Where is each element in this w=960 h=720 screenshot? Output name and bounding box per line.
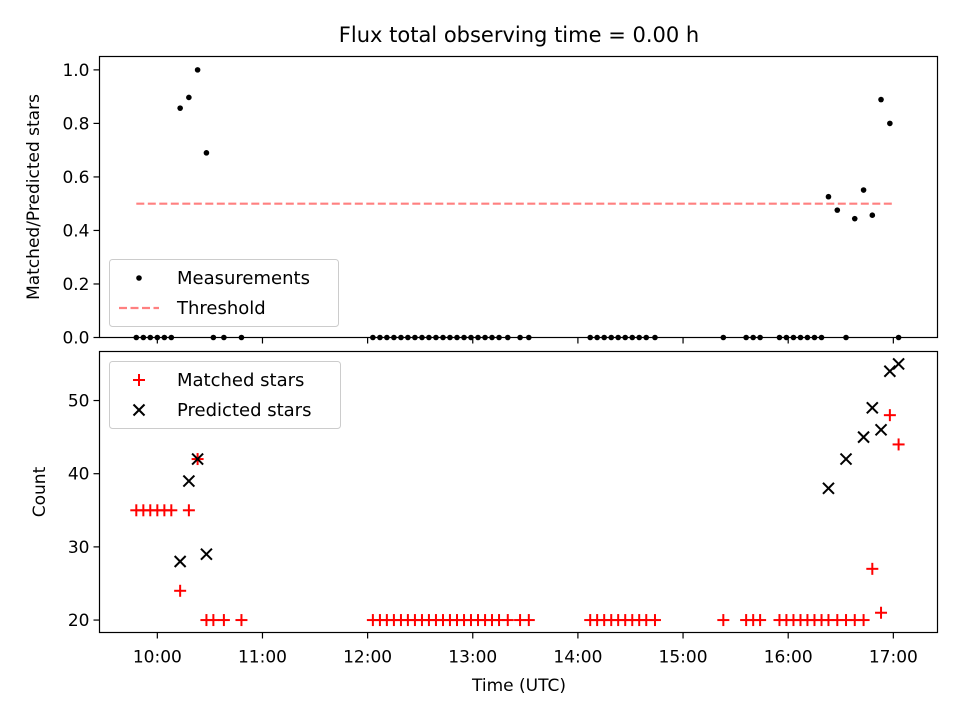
- matched-star-point: [866, 562, 879, 575]
- matched-star-point: [217, 614, 230, 627]
- legend-measurements-label: Measurements: [177, 268, 310, 289]
- matched-star-point: [174, 584, 187, 597]
- measurement-point: [186, 94, 192, 101]
- measurement-point: [177, 105, 183, 111]
- matched-star-point: [892, 438, 905, 451]
- y-tick-label: 0.0: [62, 329, 89, 349]
- matched-star-point: [165, 504, 178, 517]
- bottom-y-axis-label: Count: [30, 466, 50, 517]
- top-y-ticks: 0.0 0.2 0.4 0.6 0.8 1.0: [62, 61, 100, 349]
- predicted-star-point: [839, 452, 853, 466]
- x-tick-label: 13:00: [448, 648, 497, 668]
- bottom-x-ticks: 10:00 11:00 12:00 13:00 14:00 15:00 16:00 17:00: [133, 632, 918, 668]
- y-tick-label: 1.0: [62, 61, 89, 81]
- bottom-legend-box: [109, 361, 341, 429]
- legend-matched-label: Matched stars: [177, 370, 304, 391]
- x-tick-label: 10:00: [133, 648, 182, 668]
- x-tick-label: 12:00: [343, 648, 392, 668]
- matched-star-point: [235, 614, 248, 627]
- matched-star-point: [648, 614, 661, 627]
- matched-star-point: [501, 614, 514, 627]
- matched-star-point: [207, 614, 220, 627]
- measurement-point: [851, 215, 858, 222]
- predicted-star-point: [173, 555, 187, 568]
- predicted-star-point: [191, 452, 204, 466]
- predicted-star-point: [182, 474, 196, 488]
- measurement-point: [887, 120, 893, 127]
- legend-predicted-marker: [132, 403, 146, 417]
- bottom-legend: Matched stars Predicted stars: [109, 361, 341, 429]
- matched-star-point: [717, 614, 730, 627]
- matched-star-point: [754, 614, 767, 627]
- y-tick-label: 0.2: [62, 275, 89, 295]
- measurement-point: [203, 150, 210, 156]
- matched-star-point: [857, 614, 870, 627]
- y-tick-label: 0.6: [62, 168, 89, 188]
- top-x-ticks: [156, 337, 894, 344]
- legend-matched-marker: [133, 374, 145, 386]
- x-axis-label: Time (UTC): [471, 676, 566, 696]
- x-tick-label: 16:00: [764, 648, 813, 668]
- predicted-star-point: [866, 401, 879, 415]
- measurement-point: [878, 96, 884, 103]
- predicted-star-point: [892, 357, 905, 371]
- top-legend-box: [109, 259, 339, 327]
- matched-star-point: [875, 606, 888, 619]
- matched-star-point: [522, 614, 535, 627]
- y-tick-label: 0.4: [62, 221, 89, 241]
- y-tick-label: 50: [68, 392, 90, 412]
- x-tick-label: 11:00: [238, 648, 287, 668]
- y-tick-label: 30: [68, 538, 90, 558]
- bottom-axes-frame: [98, 350, 939, 634]
- bottom-plot-data: [130, 357, 905, 627]
- x-tick-label: 17:00: [869, 648, 918, 668]
- measurement-point: [860, 187, 867, 193]
- legend-predicted-label: Predicted stars: [177, 400, 311, 421]
- matched-star-point: [883, 409, 896, 422]
- y-tick-label: 40: [68, 465, 90, 485]
- chart-title: Flux total observing time = 0.00 h: [339, 23, 699, 47]
- predicted-star-point: [822, 482, 835, 495]
- top-axes: 0.0 0.2 0.4 0.6 0.8 1.0 Matched/Predicted sta…: [24, 55, 939, 349]
- measurement-point: [834, 207, 841, 213]
- x-tick-label: 15:00: [659, 648, 708, 668]
- predicted-star-point: [857, 430, 870, 444]
- predicted-star-point: [200, 547, 213, 561]
- bottom-y-ticks: 20 30 40 50: [68, 392, 100, 631]
- top-legend: Measurements Threshold: [109, 259, 339, 327]
- measurement-point: [825, 193, 832, 200]
- predicted-star-point: [874, 423, 888, 437]
- legend-measurements-marker: [136, 275, 142, 281]
- x-tick-label: 14:00: [553, 648, 602, 668]
- legend-threshold-label: Threshold: [176, 298, 266, 319]
- y-tick-label: 0.8: [62, 114, 89, 134]
- top-y-axis-label: Matched/Predicted stars: [24, 94, 44, 300]
- top-axes-frame: [98, 55, 939, 339]
- matched-star-point: [182, 504, 195, 517]
- y-tick-label: 20: [68, 611, 90, 631]
- measurement-point: [194, 67, 201, 73]
- measurement-point: [869, 212, 876, 218]
